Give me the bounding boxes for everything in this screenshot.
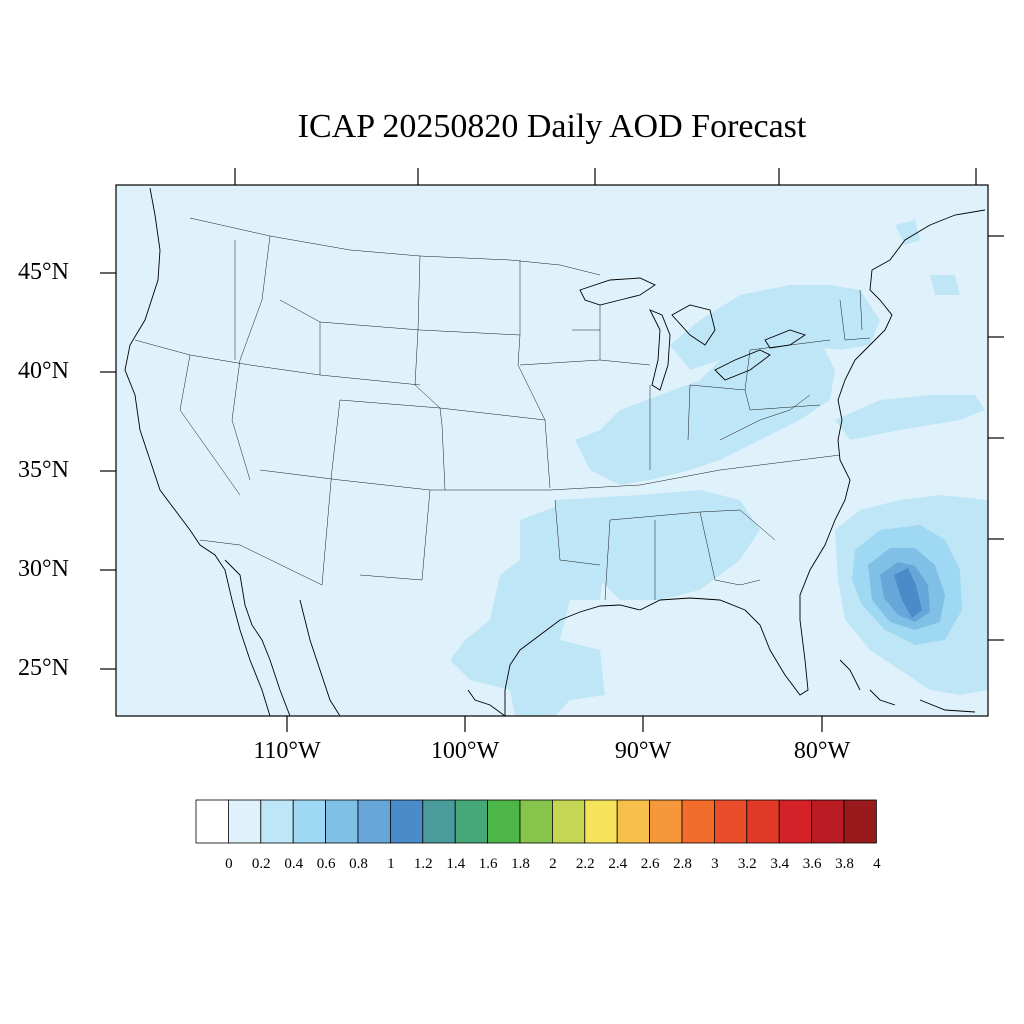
lon-label-110w: 110°W — [253, 738, 321, 764]
right-ticks — [988, 235, 1004, 641]
colorbar — [195, 799, 877, 844]
colorbar-tick-label: 0.6 — [316, 856, 336, 872]
colorbar-tick-label: 0.2 — [251, 856, 271, 872]
colorbar-tick-label: 3.2 — [737, 856, 757, 872]
colorbar-tick-label: 0.8 — [349, 856, 368, 872]
colorbar-swatch — [195, 799, 229, 844]
map-frame — [115, 184, 989, 717]
colorbar-swatch — [519, 799, 553, 844]
lon-label-80w: 80°W — [793, 738, 851, 764]
lat-label-35: 35°N — [18, 457, 69, 483]
colorbar-tick-label: 2 — [549, 856, 557, 872]
colorbar-swatch — [778, 799, 813, 844]
lat-label-45: 45°N — [18, 259, 69, 285]
lon-label-90w: 90°W — [614, 738, 672, 764]
lat-label-40: 40°N — [18, 358, 69, 384]
colorbar-tick-label: 3.8 — [835, 856, 854, 872]
colorbar-swatch — [746, 799, 780, 844]
colorbar-tick-label: 2.2 — [575, 856, 595, 872]
colorbar-tick-label: 3.6 — [802, 856, 822, 872]
colorbar-tick-label: 1.6 — [478, 856, 498, 872]
colorbar-swatch — [389, 799, 424, 844]
colorbar-tick-label: 0 — [225, 856, 233, 872]
coastlines — [124, 187, 986, 716]
top-ticks — [234, 168, 977, 185]
colorbar-tick-label: 4 — [873, 856, 881, 872]
aod-level-1-0 — [894, 568, 922, 618]
colorbar-tick-label: 3.4 — [770, 856, 790, 872]
colorbar-swatch — [422, 799, 456, 844]
lat-label-25: 25°N — [18, 655, 69, 681]
colorbar-tick-label: 2.4 — [608, 856, 628, 872]
colorbar-swatch — [616, 799, 651, 844]
colorbar-swatch — [357, 799, 391, 844]
colorbar-tick-label: 3 — [711, 856, 719, 872]
colorbar-tick-label: 1.8 — [511, 856, 530, 872]
colorbar-swatch — [260, 799, 294, 844]
bottom-ticks — [286, 716, 823, 732]
chart-title: ICAP 20250820 Daily AOD Forecast — [297, 108, 807, 145]
aod-field — [450, 220, 988, 716]
colorbar-swatch — [292, 799, 327, 844]
colorbar-tick-label: 2.6 — [640, 856, 660, 872]
colorbar-tick-label: 1 — [387, 856, 395, 872]
colorbar-swatch — [325, 799, 359, 844]
colorbar-swatch — [649, 799, 683, 844]
colorbar-swatch — [681, 799, 715, 844]
colorbar-tick-label: 0.4 — [284, 856, 304, 872]
lat-label-30: 30°N — [18, 556, 69, 582]
lon-label-100w: 100°W — [430, 738, 500, 764]
state-borders — [134, 217, 871, 601]
colorbar-tick-label: 1.2 — [413, 856, 433, 872]
colorbar-swatch — [552, 799, 586, 844]
colorbar-swatch — [454, 799, 489, 844]
colorbar-tick-label: 2.8 — [673, 856, 692, 872]
colorbar-swatch — [714, 799, 748, 844]
left-ticks — [100, 272, 116, 670]
colorbar-swatch — [584, 799, 618, 844]
colorbar-tick-label: 1.4 — [446, 856, 466, 872]
colorbar-swatch — [227, 799, 262, 844]
colorbar-swatch — [843, 799, 877, 844]
colorbar-swatch — [811, 799, 845, 844]
colorbar-swatch — [487, 799, 521, 844]
